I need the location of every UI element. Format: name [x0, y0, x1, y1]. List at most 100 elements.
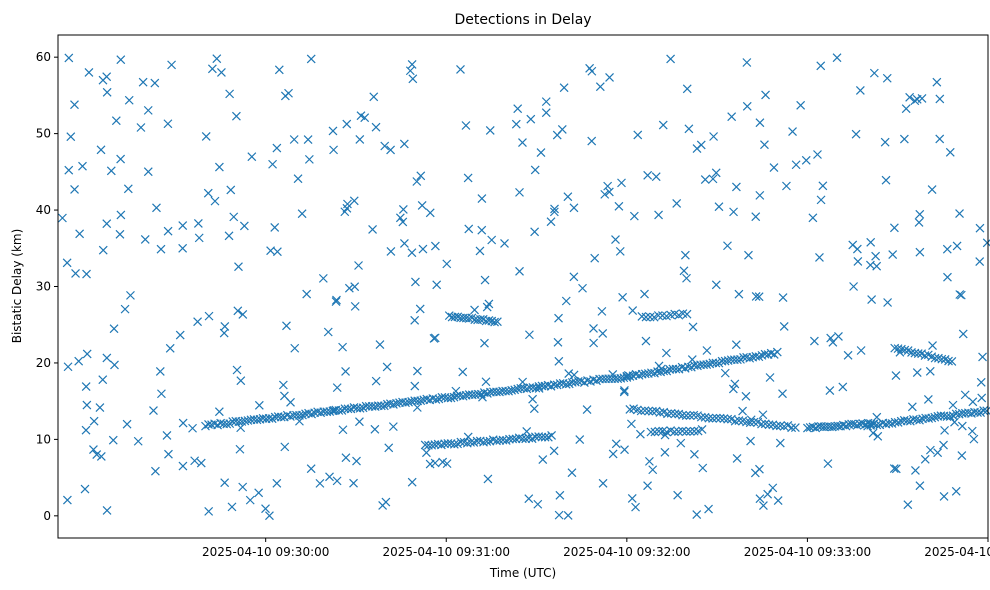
- data-point: [477, 225, 487, 235]
- data-point: [600, 189, 610, 199]
- data-point: [480, 275, 490, 285]
- data-point: [193, 218, 203, 228]
- y-tick-label: 40: [36, 203, 51, 217]
- data-point: [546, 217, 556, 227]
- data-point: [732, 454, 742, 463]
- data-point: [925, 445, 935, 455]
- data-point: [207, 64, 217, 74]
- data-point: [354, 261, 363, 270]
- data-point: [368, 224, 378, 234]
- data-point: [332, 476, 342, 486]
- data-point: [935, 94, 945, 104]
- data-point: [203, 188, 213, 198]
- data-point: [871, 251, 881, 261]
- data-point: [295, 416, 304, 426]
- data-point: [425, 459, 435, 469]
- data-point: [524, 330, 534, 340]
- data-point: [561, 379, 571, 389]
- data-point: [124, 95, 134, 105]
- data-point: [355, 403, 365, 413]
- data-point: [658, 120, 668, 130]
- data-point: [386, 145, 396, 155]
- data-point: [643, 481, 652, 491]
- data-point: [640, 289, 649, 299]
- data-point: [751, 212, 761, 222]
- data-point: [869, 68, 879, 78]
- data-point: [569, 203, 579, 213]
- data-point: [475, 246, 485, 256]
- data-point: [282, 321, 291, 331]
- data-point: [382, 362, 392, 372]
- data-point: [98, 375, 108, 385]
- data-point: [772, 421, 781, 431]
- data-point: [405, 66, 415, 76]
- data-point: [617, 178, 626, 188]
- data-point: [655, 408, 665, 417]
- data-point: [64, 165, 74, 175]
- data-point: [723, 241, 732, 251]
- data-point: [106, 166, 116, 176]
- data-point: [647, 406, 657, 416]
- data-point: [306, 54, 316, 64]
- data-point: [126, 290, 135, 300]
- data-point: [681, 427, 691, 436]
- data-point: [932, 77, 942, 87]
- data-point: [589, 323, 598, 333]
- data-point: [952, 241, 962, 251]
- data-point: [518, 377, 528, 387]
- data-point: [70, 100, 79, 110]
- data-point: [915, 481, 925, 491]
- data-point: [475, 314, 485, 324]
- data-point: [561, 296, 571, 306]
- data-point: [979, 406, 989, 415]
- data-point: [515, 266, 524, 276]
- data-point: [116, 210, 126, 220]
- data-point: [511, 119, 521, 129]
- data-point: [344, 283, 354, 293]
- data-point: [143, 105, 153, 115]
- data-point: [944, 356, 953, 366]
- data-point: [956, 290, 966, 300]
- data-point: [461, 121, 471, 130]
- data-point: [960, 390, 970, 400]
- data-point: [769, 163, 779, 173]
- data-point: [660, 430, 670, 440]
- data-point: [552, 130, 562, 140]
- data-point: [882, 73, 892, 83]
- data-point: [155, 366, 165, 376]
- data-point: [411, 277, 420, 287]
- data-point: [661, 348, 671, 358]
- data-point: [590, 253, 600, 263]
- data-point: [210, 196, 220, 206]
- data-point: [272, 478, 282, 488]
- data-point: [935, 134, 945, 144]
- data-point: [881, 175, 891, 185]
- data-point: [477, 194, 487, 203]
- data-point: [775, 438, 785, 448]
- data-point: [293, 174, 303, 184]
- data-point: [369, 92, 379, 102]
- data-point: [232, 365, 242, 375]
- data-point: [872, 412, 882, 422]
- data-point: [923, 394, 933, 404]
- data-point: [530, 227, 540, 237]
- data-point: [728, 384, 738, 394]
- data-point: [631, 502, 640, 512]
- data-point: [702, 346, 712, 355]
- data-point: [782, 181, 791, 191]
- data-point: [968, 397, 978, 407]
- x-tick-label: 2025-04-10 09:30:00: [202, 545, 329, 559]
- data-point: [554, 356, 564, 366]
- data-point: [233, 306, 243, 316]
- data-point: [608, 449, 618, 459]
- data-point: [487, 235, 497, 245]
- data-point: [480, 338, 489, 348]
- data-point: [648, 465, 658, 475]
- data-point: [417, 201, 427, 210]
- data-point: [96, 145, 106, 155]
- data-point: [790, 423, 800, 432]
- data-point: [371, 122, 381, 132]
- data-point: [279, 391, 289, 401]
- data-point: [229, 212, 239, 222]
